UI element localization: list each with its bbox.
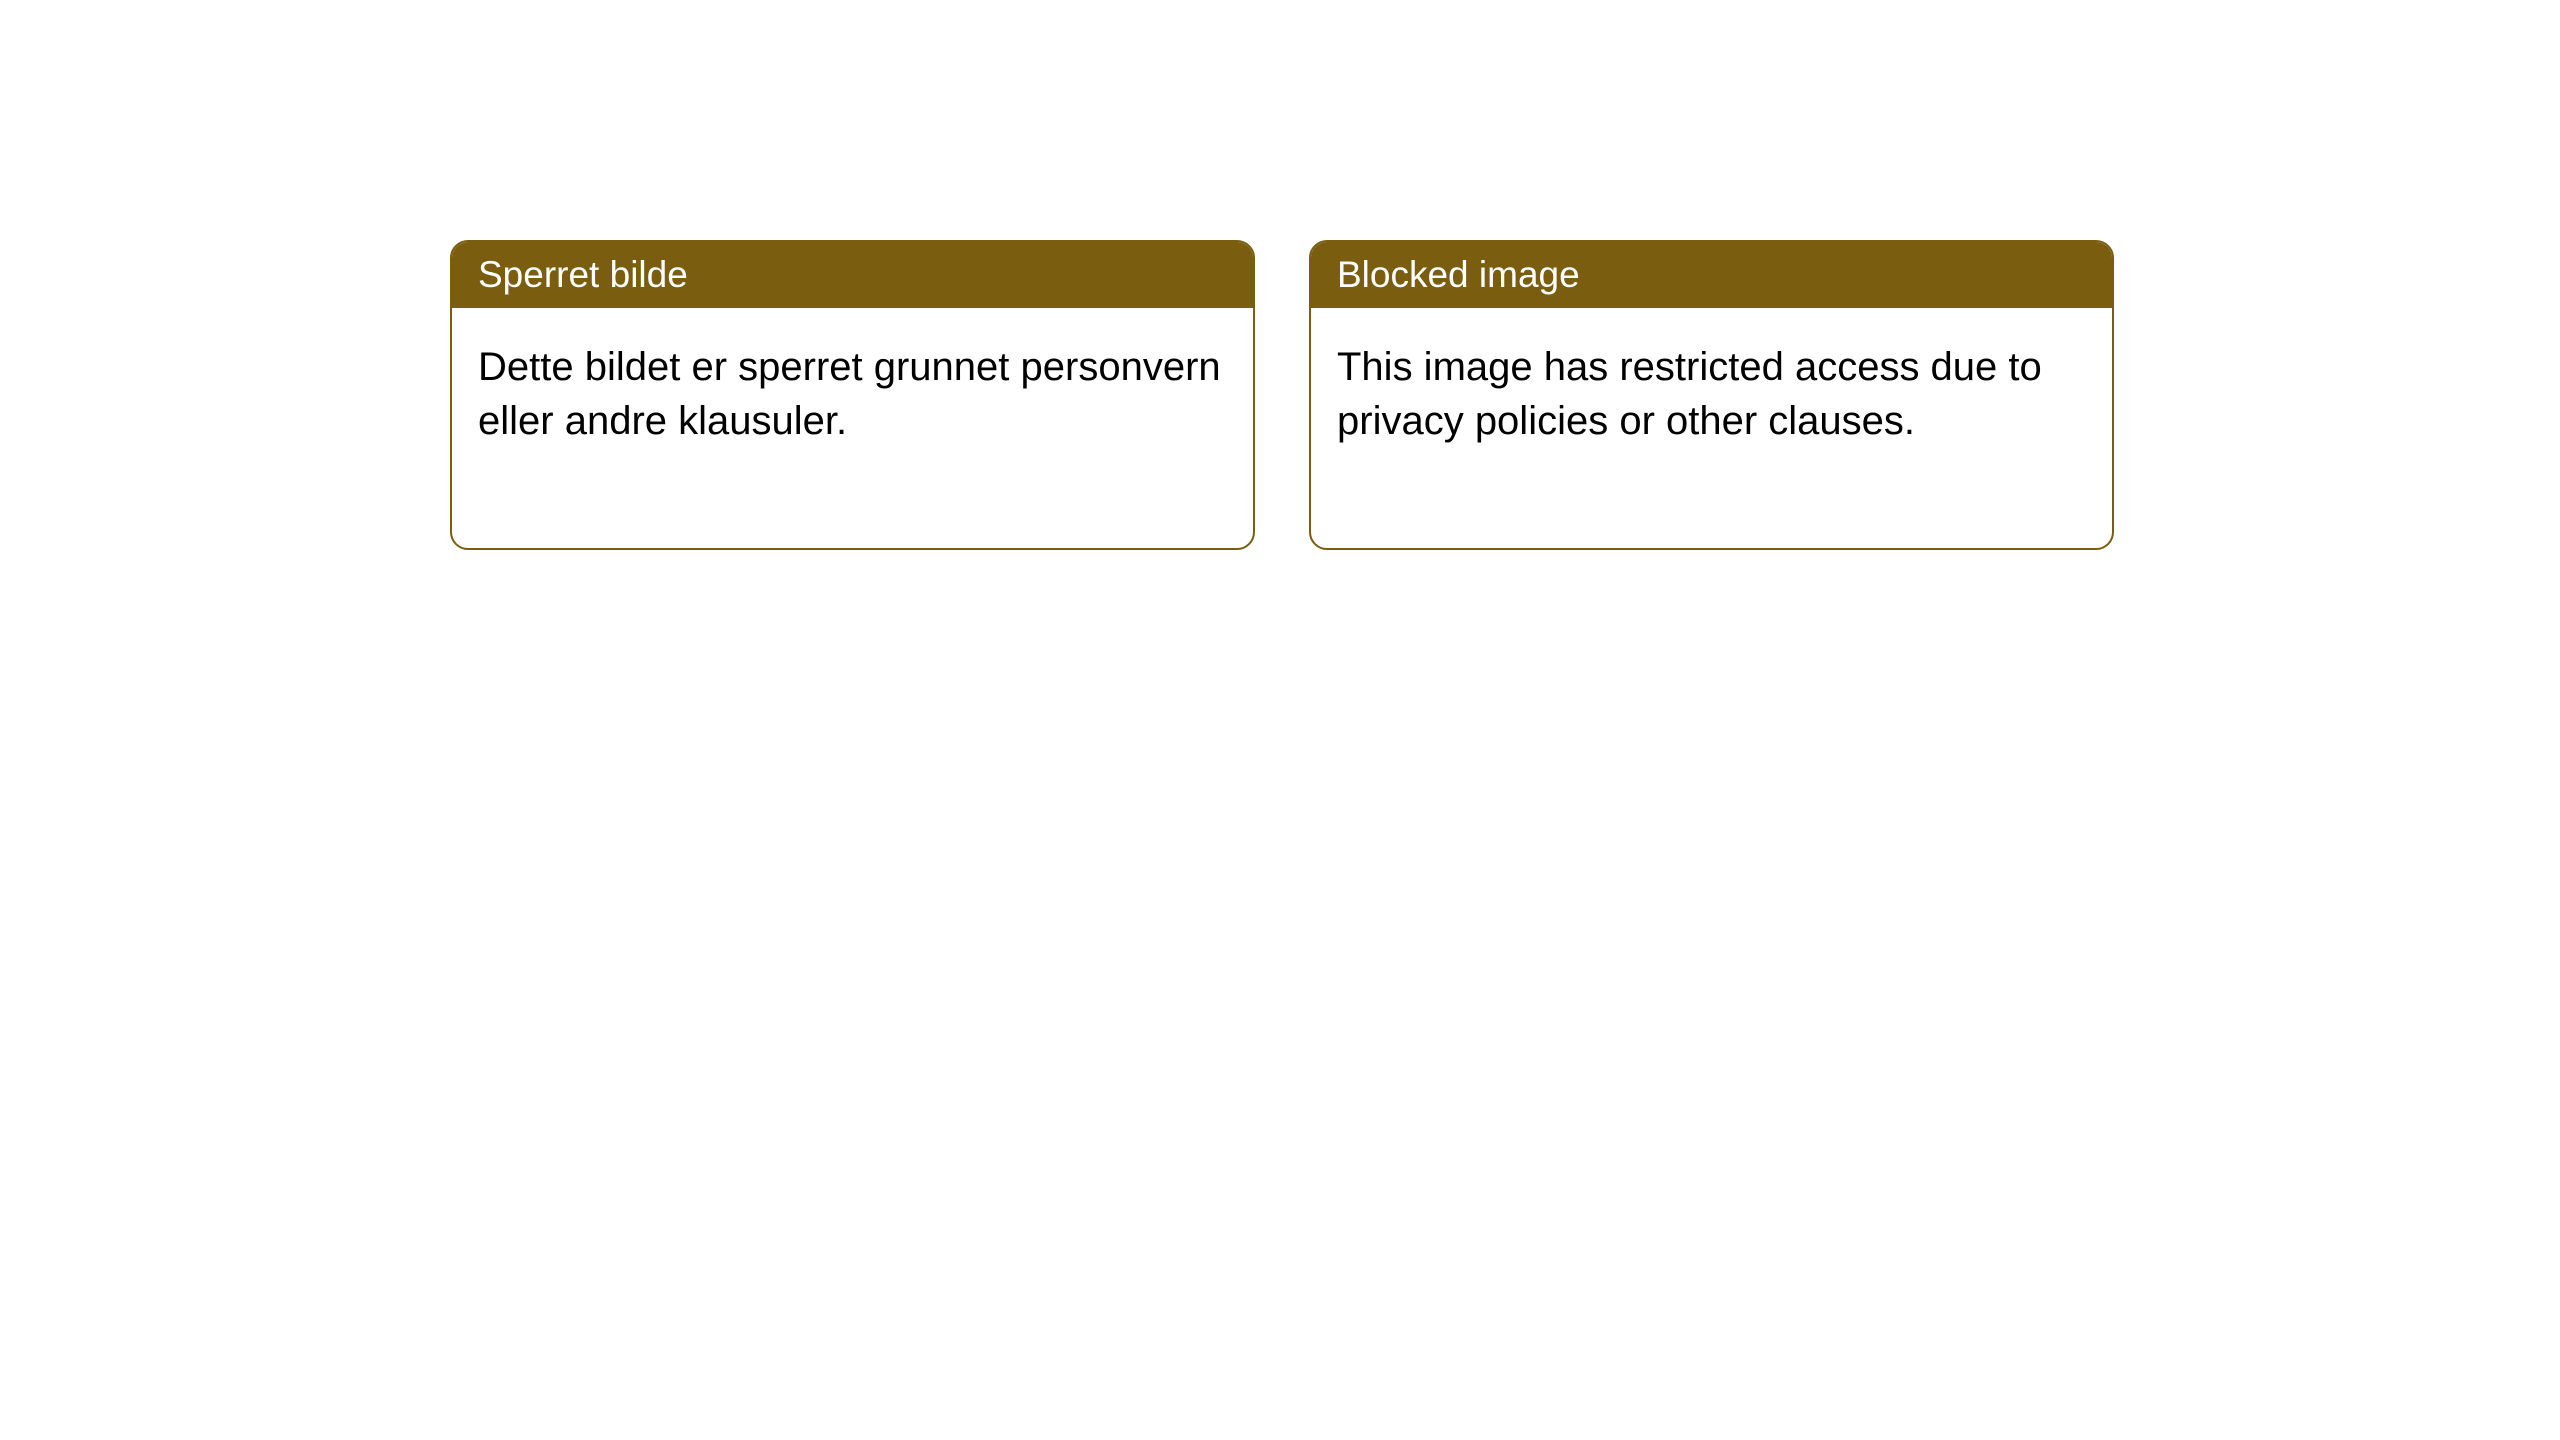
notice-text: Dette bildet er sperret grunnet personve… xyxy=(478,345,1221,443)
notice-card-english: Blocked image This image has restricted … xyxy=(1309,240,2114,550)
notice-title: Sperret bilde xyxy=(478,254,688,295)
notice-text: This image has restricted access due to … xyxy=(1337,345,2042,443)
notice-header: Sperret bilde xyxy=(452,242,1253,308)
notice-body: This image has restricted access due to … xyxy=(1311,308,2112,548)
notice-container: Sperret bilde Dette bildet er sperret gr… xyxy=(450,240,2114,550)
notice-body: Dette bildet er sperret grunnet personve… xyxy=(452,308,1253,548)
notice-header: Blocked image xyxy=(1311,242,2112,308)
notice-card-norwegian: Sperret bilde Dette bildet er sperret gr… xyxy=(450,240,1255,550)
notice-title: Blocked image xyxy=(1337,254,1580,295)
